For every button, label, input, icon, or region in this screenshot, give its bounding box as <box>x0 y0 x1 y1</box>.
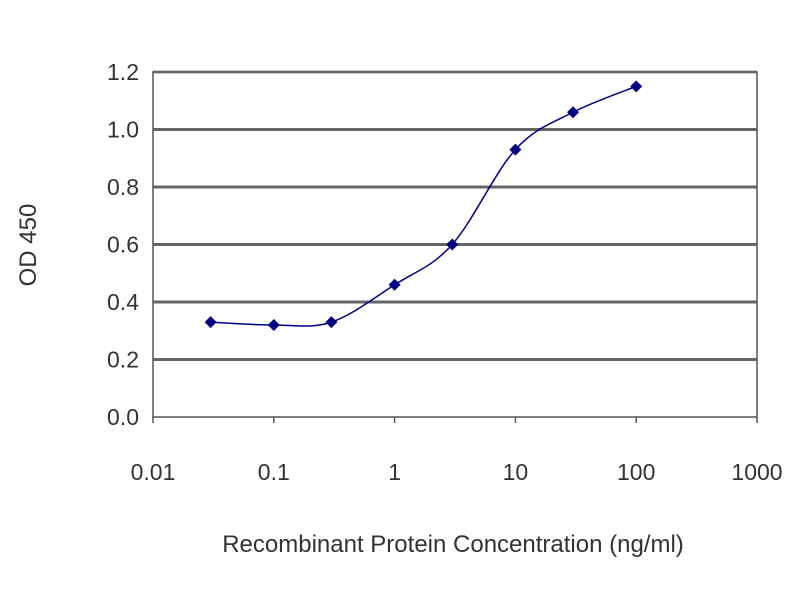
gridlines <box>153 70 757 361</box>
data-point <box>509 143 522 156</box>
x-axis-label: Recombinant Protein Concentration (ng/ml… <box>222 531 684 558</box>
y-tick-label: 1.2 <box>107 59 139 85</box>
series <box>204 80 643 331</box>
y-tick-label: 0.4 <box>107 289 139 315</box>
series-line <box>210 85 637 327</box>
y-tick-label: 0.0 <box>107 404 139 430</box>
data-point <box>446 238 459 251</box>
data-point <box>325 316 338 329</box>
data-point <box>267 319 280 331</box>
y-tick-label: 1.0 <box>107 117 139 143</box>
x-tick-label: 0.01 <box>131 459 176 485</box>
data-point <box>204 316 217 329</box>
data-point <box>388 278 401 291</box>
y-axis: 0.0 0.2 0.4 0.6 0.8 1.0 1.2 <box>107 59 139 430</box>
y-tick-label: 0.2 <box>107 347 139 373</box>
y-axis-label: OD 450 <box>15 204 42 287</box>
y-tick-label: 0.6 <box>107 232 139 258</box>
x-tick-label: 10 <box>503 459 529 485</box>
x-tick-label: 1 <box>388 459 401 485</box>
x-tick-label: 1000 <box>731 459 782 485</box>
plot-area <box>152 71 758 418</box>
data-point <box>567 106 580 119</box>
x-axis: 0.01 0.1 1 10 100 1000 <box>131 417 783 485</box>
data-point <box>630 80 643 93</box>
x-tick-label: 0.1 <box>258 459 290 485</box>
y-tick-label: 0.8 <box>107 174 139 200</box>
x-tick-label: 100 <box>617 459 655 485</box>
